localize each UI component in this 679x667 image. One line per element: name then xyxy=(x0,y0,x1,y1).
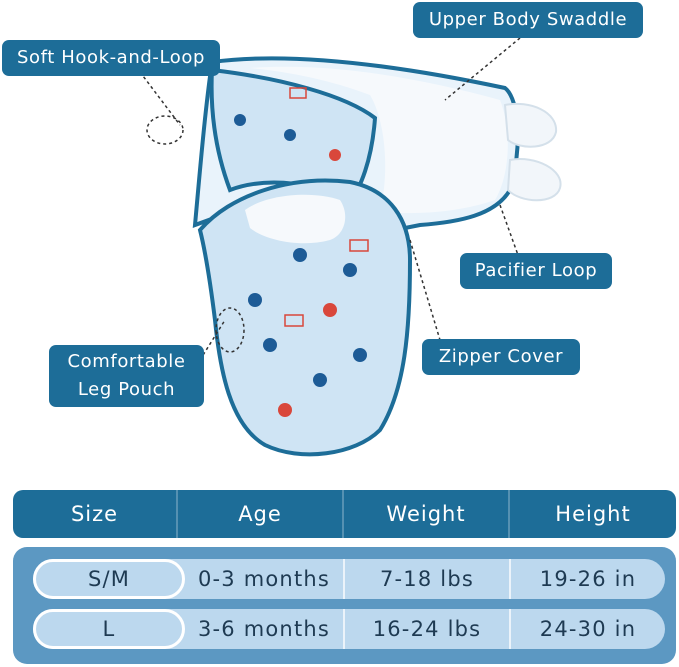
pacifier-loops xyxy=(503,102,562,202)
callout-pacifier-loop: Pacifier Loop xyxy=(460,253,612,289)
leg-pouch-line-1: Comfortable xyxy=(67,351,186,372)
header-age: Age xyxy=(178,490,344,538)
neck-opening xyxy=(245,194,346,244)
callout-comfortable-leg-pouch: Comfortable Leg Pouch xyxy=(49,345,204,407)
leg-pouch-line-2: Leg Pouch xyxy=(77,379,176,400)
table-row: S/M 0-3 months 7-18 lbs 19-26 in xyxy=(33,559,665,599)
hockey-print-pattern xyxy=(234,87,369,417)
callout-soft-hook-and-loop: Soft Hook-and-Loop xyxy=(2,40,220,76)
swaddle-inner-flap xyxy=(250,66,508,214)
header-weight: Weight xyxy=(344,490,510,538)
size-table-body: S/M 0-3 months 7-18 lbs 19-26 in L 3-6 m… xyxy=(13,547,676,664)
swaddle-illustration xyxy=(139,37,562,457)
callout-upper-body-swaddle: Upper Body Swaddle xyxy=(413,2,643,38)
callout-zipper-cover: Zipper Cover xyxy=(422,339,580,375)
header-height: Height xyxy=(555,502,631,526)
callout-leaders xyxy=(139,37,521,361)
header-size: Size xyxy=(13,490,178,538)
size-table-header: Size Age Weight Height xyxy=(13,490,676,538)
table-row: L 3-6 months 16-24 lbs 24-30 in xyxy=(33,609,665,649)
cell-size: L xyxy=(33,609,185,649)
cell-height: 24-30 in xyxy=(539,617,637,641)
cell-size: S/M xyxy=(33,559,185,599)
cell-weight: 7-18 lbs xyxy=(345,559,511,599)
cell-age: 3-6 months xyxy=(185,609,345,649)
cell-age: 0-3 months xyxy=(185,559,345,599)
cell-weight: 16-24 lbs xyxy=(345,609,511,649)
cell-height: 19-26 in xyxy=(539,567,637,591)
leg-pouch xyxy=(197,178,413,457)
